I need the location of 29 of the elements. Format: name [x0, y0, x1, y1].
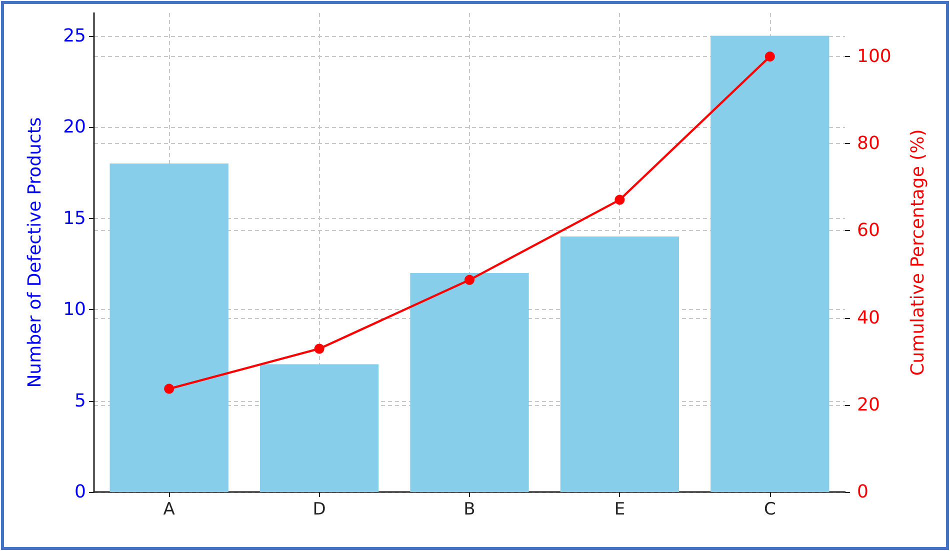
- x-tick-label: B: [464, 500, 476, 520]
- y2-axis-title: Cumulative Percentage (%): [908, 129, 928, 376]
- y-tick-label: 0: [74, 482, 86, 502]
- bar: [260, 364, 379, 492]
- y-tick-label: 10: [63, 299, 86, 320]
- y2-tick-label: 60: [857, 220, 880, 242]
- point: [764, 52, 775, 62]
- bar: [410, 273, 529, 492]
- x-tick-label: D: [312, 500, 326, 520]
- y-tick-label: 20: [63, 116, 86, 138]
- y2-tick-label: 20: [857, 394, 880, 416]
- point: [614, 194, 625, 205]
- y2-tick-label: 0: [857, 482, 868, 502]
- y2-tick-label: 40: [857, 307, 880, 328]
- bar: [560, 236, 680, 492]
- x-tick-label: E: [614, 500, 626, 520]
- point: [464, 274, 474, 285]
- y-tick-label: 5: [74, 390, 86, 412]
- bar: [710, 36, 830, 492]
- point: [164, 384, 174, 394]
- y-axis-title: Number of Defective Products: [24, 117, 46, 388]
- bar: [110, 164, 228, 492]
- x-tick-label: A: [163, 500, 176, 520]
- y-tick-label: 25: [63, 25, 86, 46]
- y-tick-label: 15: [63, 208, 86, 229]
- y2-tick-label: 100: [857, 46, 892, 68]
- point: [314, 344, 324, 354]
- x-tick-label: C: [764, 500, 776, 520]
- y2-tick-label: 80: [857, 133, 880, 154]
